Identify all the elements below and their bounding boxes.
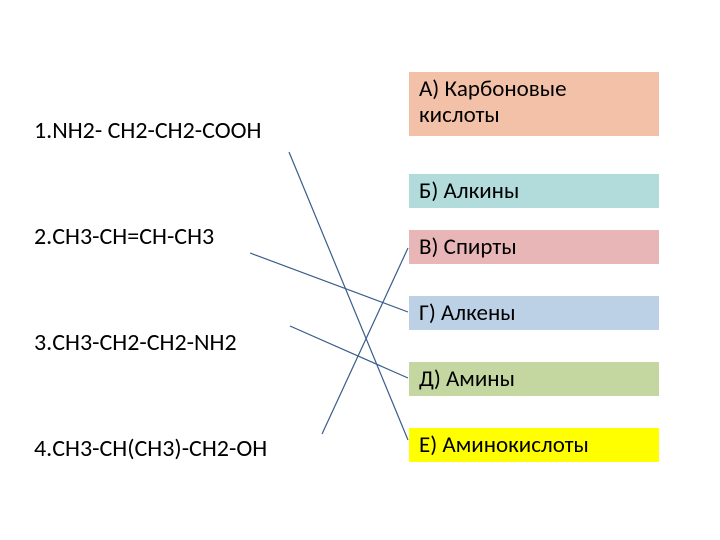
answer-d: Д) Амины — [409, 362, 659, 396]
formula-3: 3.СН3-СН2-СН2-NH2 — [34, 328, 237, 357]
answer-c: В) Спирты — [409, 230, 659, 264]
answer-g: Г) Алкены — [409, 296, 659, 330]
answer-e: Е) Аминокислоты — [409, 428, 659, 462]
formula-2: 2.СН3-СН=СН-СН3 — [34, 222, 214, 251]
line-1 — [289, 152, 408, 440]
answer-b: Б) Алкины — [409, 174, 659, 208]
formula-4: 4.СН3-СН(СН3)-СН2-ОН — [34, 434, 267, 463]
formula-1: 1.NH2- CH2-CH2-COOH — [34, 116, 261, 145]
line-2 — [250, 253, 408, 312]
answer-a: А) Карбоновые кислоты — [409, 72, 659, 136]
slide-canvas: 1.NH2- CH2-CH2-COOH 2.СН3-СН=СН-СН3 3.СН… — [0, 0, 720, 540]
line-4 — [322, 248, 408, 434]
line-3 — [290, 326, 408, 378]
